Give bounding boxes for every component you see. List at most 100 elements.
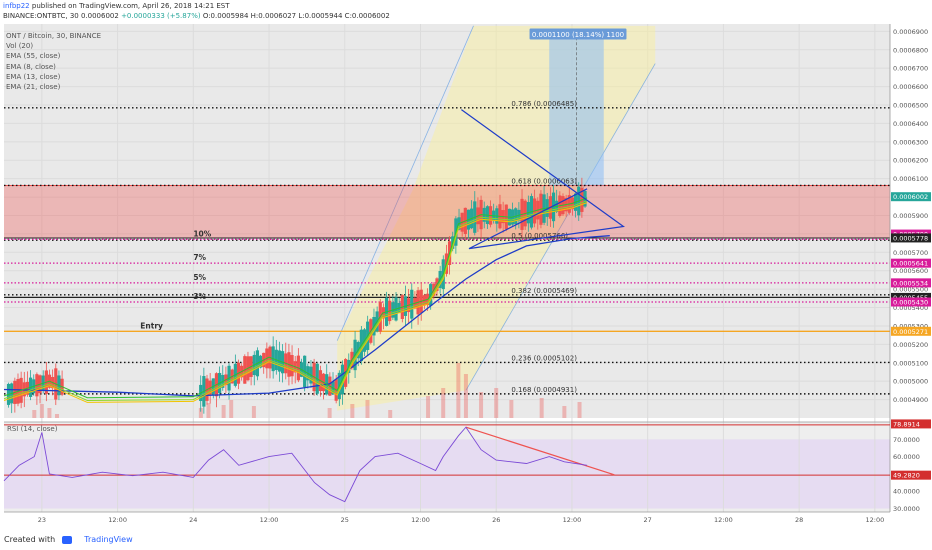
price-pane-bg [4,24,890,418]
publish-line: infbp22 published on TradingView.com, Ap… [3,2,230,10]
publish-info: published on TradingView.com, April 26, … [31,2,230,10]
footer: Created with TradingView [4,535,133,544]
time-tick-label: 28 [795,516,803,524]
time-tick-label: 12:00 [108,516,127,524]
price-tag-bg [891,192,931,202]
price-tick-label: 0.0005200 [893,341,928,349]
footer-brand[interactable]: TradingView [84,535,133,544]
price-tick-label: 0.0006500 [893,102,928,110]
price-tick-label: 0.0005900 [893,212,928,220]
price-tick-label: 0.0006800 [893,46,928,54]
price-tick-label: 0.0006400 [893,120,928,128]
price-tick-label: 0.0006700 [893,65,928,73]
volume-bar [388,410,393,418]
rsi-trendline [465,426,615,476]
time-tick-label: 25 [341,516,349,524]
volume-bar [39,404,44,418]
ema55-line [3,235,610,397]
price-tag-bg [891,233,931,243]
ohlc-values: O:0.0005984 H:0.0006027 L:0.0005944 C:0.… [202,12,390,20]
fib-level-label: 0.168 (0.0004931) [511,386,577,394]
price-tick-label: 0.0005600 [893,267,928,275]
volume-bar [577,402,582,418]
target-level-label: 7% [193,253,206,262]
price-tag: 0.0005430 [893,299,928,307]
legend-ema13[interactable]: EMA (13, close) [6,72,61,81]
last-price: 0.0006002 [80,12,119,20]
volume-bar [456,363,461,418]
price-tick-label: 0.0005100 [893,359,928,367]
price-change: +0.0000333 (+5.87%) [121,12,201,20]
rsi-line [3,426,588,503]
measure-label: 0.0001100 (18.14%) 1100 [532,31,624,39]
time-tick-label: 12:00 [260,516,279,524]
time-tick-label: 12:00 [411,516,430,524]
legend-vol[interactable]: Vol (20) [6,42,34,51]
channel-lower-line [465,63,656,391]
volume-bar [198,408,203,418]
measure-label-bg [529,28,627,40]
price-tick-label: 0.0005700 [893,249,928,257]
fib-level-label: 0.618 (0.0006063) [511,177,577,185]
price-tick-label: 0.0004900 [893,396,928,404]
time-tick-label: 24 [189,516,197,524]
price-tag: 0.0005641 [893,260,928,268]
volume-bar [494,388,499,418]
volume-bar [441,388,446,418]
footer-created: Created with [4,535,56,544]
rsi-tick-label: 40.0000 [893,488,920,496]
time-tick-label: 23 [38,516,46,524]
ema13-line [3,200,588,402]
volume-bar [350,404,355,418]
volume-bar [463,374,468,418]
price-tick-label: 0.0006300 [893,138,928,146]
rsi-tick-label: 30.0000 [893,505,920,513]
price-tag-bg [891,326,931,336]
price-tag: 0.0005534 [893,279,928,287]
time-tick-label: 26 [492,516,500,524]
volume-bar [55,414,60,418]
symbol-text: BINANCE:ONTBTC, 30 [3,12,79,20]
rsi-tick-label: 70.0000 [893,436,920,444]
volume-bar [221,405,226,418]
volume-bar [251,406,256,418]
price-tag: 0.0005778 [893,234,928,242]
volume-bar [327,408,332,418]
price-tick-label: 0.0005000 [893,378,928,386]
entry-label: Entry [140,321,163,330]
channel-upper-line [336,25,474,341]
volume-bar [539,398,544,418]
volume-bar [562,406,567,418]
tradingview-logo-icon [61,535,72,544]
indicator-legend: ONT / Bitcoin, 30, BINANCE Vol (20) EMA … [6,31,101,92]
time-tick-label: 12:00 [563,516,582,524]
price-tick-label: 0.0006200 [893,157,928,165]
legend-title: ONT / Bitcoin, 30, BINANCE [6,32,102,40]
fib-level-label: 0.786 (0.0006485) [511,100,577,108]
rsi-tag: 78.8914 [893,420,920,428]
rsi-tag-bg [891,419,931,429]
fib-zone [4,185,890,238]
price-tick-label: 0.0005300 [893,322,928,330]
volume-bar [426,396,431,418]
ema8-line [3,197,588,399]
volume-bar [32,410,37,418]
triangle-pattern [461,109,625,250]
author-link[interactable]: infbp22 [3,2,30,10]
rsi-tick-label: 60.0000 [893,453,920,461]
price-tick-label: 0.0006600 [893,83,928,91]
time-tick-label: 27 [644,516,652,524]
price-tag: 0.0005271 [893,328,928,336]
price-tick-label: 0.0005500 [893,286,928,294]
volume-bar [365,400,370,418]
price-axis-bg [890,24,932,512]
legend-ema8[interactable]: EMA (8, close) [6,62,56,71]
fib-level-label: 0.5 (0.0005766) [511,232,568,240]
legend-ema21[interactable]: EMA (21, close) [6,83,61,92]
price-tag-bg [891,292,931,302]
symbol-line: BINANCE:ONTBTC, 30 0.0006002 +0.0000333 … [3,12,390,20]
rsi-tag-bg [891,470,931,480]
price-tick-label: 0.0005400 [893,304,928,312]
legend-ema55[interactable]: EMA (55, close) [6,52,61,61]
